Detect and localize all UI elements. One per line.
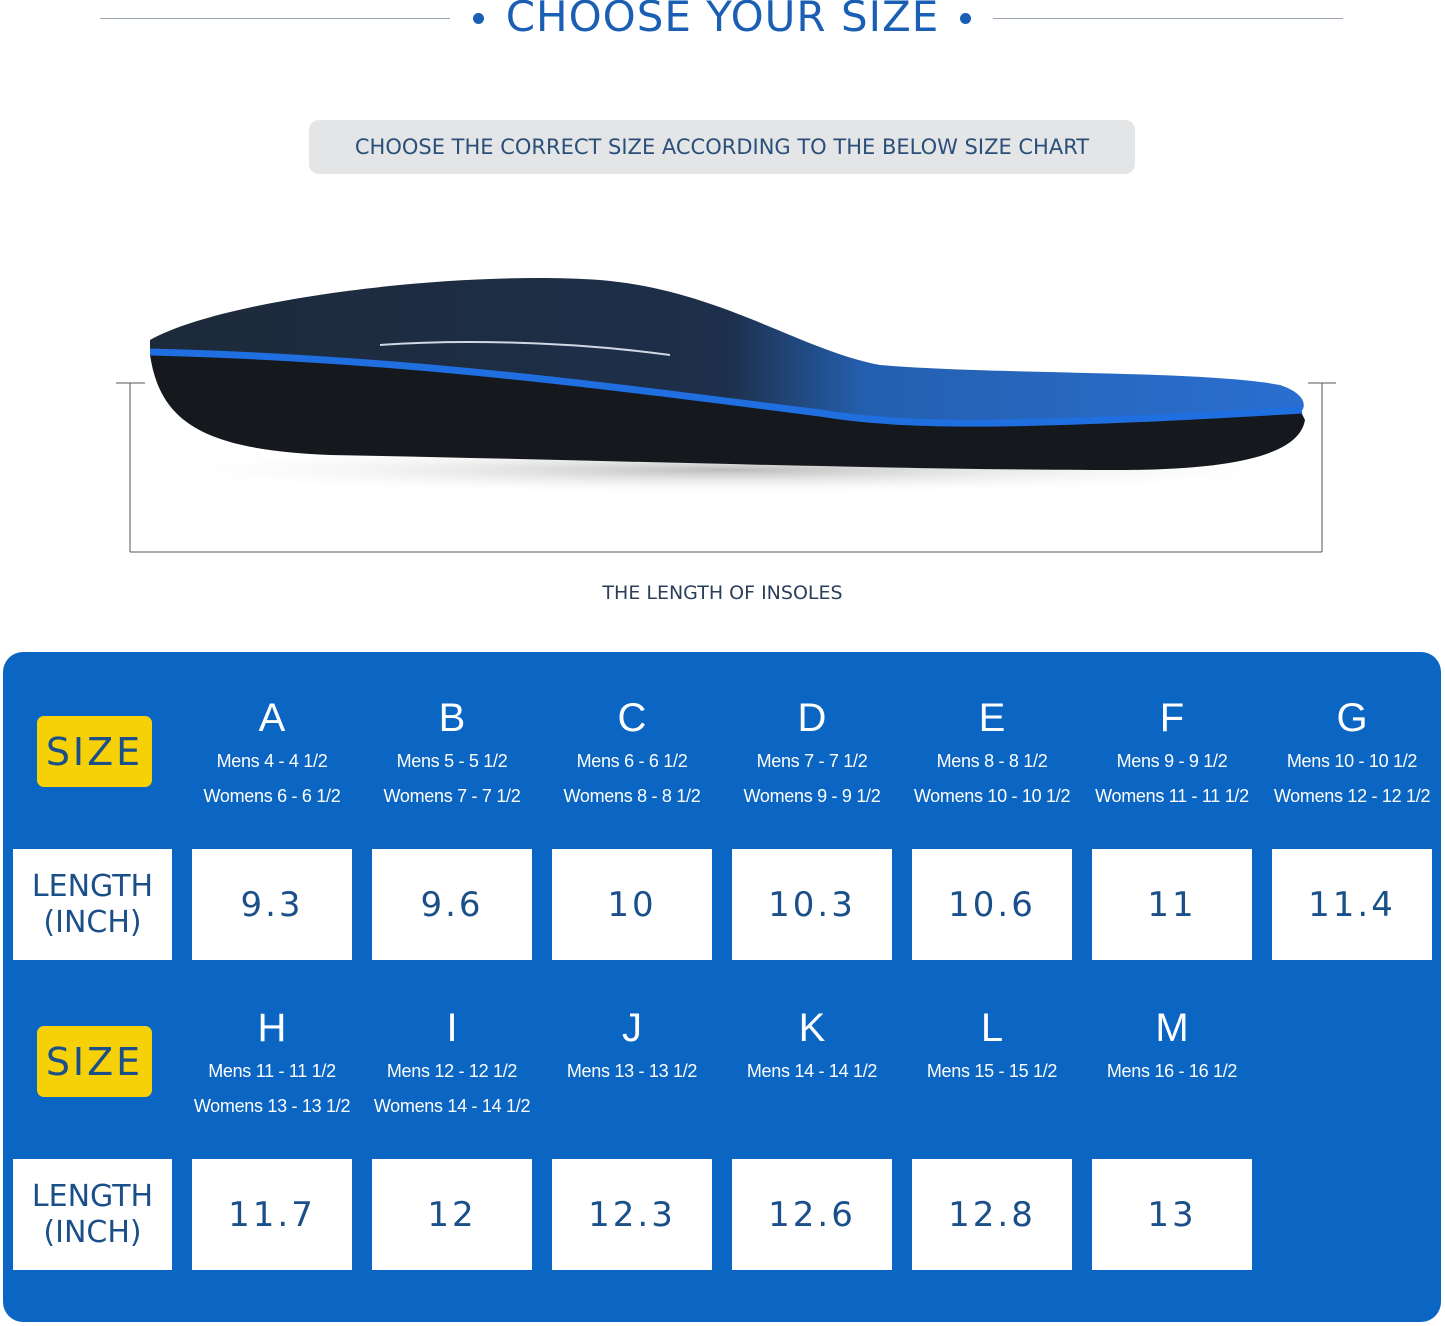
womens-size: Womens 7 - 7 1/2: [383, 786, 521, 806]
length-label-line1: LENGTH: [31, 1178, 154, 1214]
length-label-line1: LENGTH: [31, 868, 154, 904]
size-column-header: G Mens 10 - 10 1/2 Womens 12 - 12 1/2: [1262, 696, 1442, 814]
title-rule-right: [993, 18, 1343, 19]
size-badge: SIZE: [37, 1026, 152, 1097]
mens-size: Mens 11 - 11 1/2: [208, 1061, 336, 1081]
length-value: 11.4: [1272, 849, 1432, 960]
size-column-header: M Mens 16 - 16 1/2: [1082, 1006, 1262, 1089]
length-value: 12: [372, 1159, 532, 1270]
mens-size: Mens 5 - 5 1/2: [396, 751, 508, 771]
size-column-header: J Mens 13 - 13 1/2: [542, 1006, 722, 1089]
length-value: 10.3: [732, 849, 892, 960]
size-letter: E: [978, 696, 1006, 740]
size-badge: SIZE: [37, 716, 152, 787]
mens-size: Mens 10 - 10 1/2: [1286, 751, 1418, 771]
womens-size: Womens 10 - 10 1/2: [913, 786, 1071, 806]
insole-image: [116, 278, 1336, 553]
womens-size: Womens 8 - 8 1/2: [563, 786, 701, 806]
size-column-header: F Mens 9 - 9 1/2 Womens 11 - 11 1/2: [1082, 696, 1262, 814]
size-column-header: E Mens 8 - 8 1/2 Womens 10 - 10 1/2: [902, 696, 1082, 814]
mens-size: Mens 7 - 7 1/2: [756, 751, 868, 771]
size-column-header: A Mens 4 - 4 1/2 Womens 6 - 6 1/2: [182, 696, 362, 814]
length-value: 9.3: [192, 849, 352, 960]
size-letter: G: [1336, 696, 1368, 740]
size-column-header: C Mens 6 - 6 1/2 Womens 8 - 8 1/2: [542, 696, 722, 814]
mens-size: Mens 9 - 9 1/2: [1116, 751, 1228, 771]
mens-size: Mens 13 - 13 1/2: [566, 1061, 698, 1081]
size-column-header: B Mens 5 - 5 1/2 Womens 7 - 7 1/2: [362, 696, 542, 814]
insole-length-caption: THE LENGTH OF INSOLES: [602, 582, 843, 604]
size-letter: F: [1159, 696, 1185, 740]
size-column-header: D Mens 7 - 7 1/2 Womens 9 - 9 1/2: [722, 696, 902, 814]
womens-size: Womens 6 - 6 1/2: [203, 786, 341, 806]
length-label: LENGTH (INCH): [13, 1159, 172, 1270]
size-column-header: I Mens 12 - 12 1/2 Womens 14 - 14 1/2: [362, 1006, 542, 1124]
womens-size: Womens 11 - 11 1/2: [1095, 786, 1249, 806]
size-column-header: H Mens 11 - 11 1/2 Womens 13 - 13 1/2: [182, 1006, 362, 1124]
size-letter: B: [438, 696, 466, 740]
length-value: 11.7: [192, 1159, 352, 1270]
size-letter: A: [258, 696, 286, 740]
womens-size: Womens 13 - 13 1/2: [193, 1096, 351, 1116]
size-column-header: L Mens 15 - 15 1/2: [902, 1006, 1082, 1089]
mens-size: Mens 14 - 14 1/2: [746, 1061, 878, 1081]
mens-size: Mens 4 - 4 1/2: [216, 751, 328, 771]
page-title: CHOOSE YOUR SIZE: [505, 0, 940, 41]
length-label-line2: (INCH): [43, 904, 142, 940]
mens-size: Mens 12 - 12 1/2: [386, 1061, 518, 1081]
size-letter: D: [797, 696, 827, 740]
length-value: 13: [1092, 1159, 1252, 1270]
womens-size: Womens 12 - 12 1/2: [1273, 786, 1431, 806]
title-rule-left: [100, 18, 450, 19]
size-letter: H: [257, 1006, 287, 1050]
title-dot-right: [960, 13, 971, 24]
length-value: 9.6: [372, 849, 532, 960]
subtitle-text: CHOOSE THE CORRECT SIZE ACCORDING TO THE…: [354, 135, 1090, 159]
size-column-header: K Mens 14 - 14 1/2: [722, 1006, 902, 1089]
length-value: 12.8: [912, 1159, 1072, 1270]
size-letter: M: [1155, 1006, 1189, 1050]
insole-top: [150, 278, 1304, 426]
size-letter: C: [617, 696, 647, 740]
length-value: 12.6: [732, 1159, 892, 1270]
length-value: 12.3: [552, 1159, 712, 1270]
size-letter: K: [798, 1006, 826, 1050]
subtitle-banner: CHOOSE THE CORRECT SIZE ACCORDING TO THE…: [309, 120, 1135, 174]
mens-size: Mens 6 - 6 1/2: [576, 751, 688, 771]
length-label: LENGTH (INCH): [13, 849, 172, 960]
length-value: 11: [1092, 849, 1252, 960]
mens-size: Mens 8 - 8 1/2: [936, 751, 1048, 771]
length-label-line2: (INCH): [43, 1214, 142, 1250]
mens-size: Mens 16 - 16 1/2: [1106, 1061, 1238, 1081]
womens-size: Womens 14 - 14 1/2: [373, 1096, 531, 1116]
mens-size: Mens 15 - 15 1/2: [926, 1061, 1058, 1081]
size-letter: I: [446, 1006, 458, 1050]
logo-line: [379, 341, 671, 356]
size-letter: J: [622, 1006, 642, 1050]
length-value: 10: [552, 849, 712, 960]
title-dot-left: [473, 13, 484, 24]
insole-base: [150, 355, 1305, 470]
womens-size: Womens 9 - 9 1/2: [743, 786, 881, 806]
length-value: 10.6: [912, 849, 1072, 960]
size-letter: L: [980, 1006, 1004, 1050]
insole-edge: [149, 348, 1303, 427]
